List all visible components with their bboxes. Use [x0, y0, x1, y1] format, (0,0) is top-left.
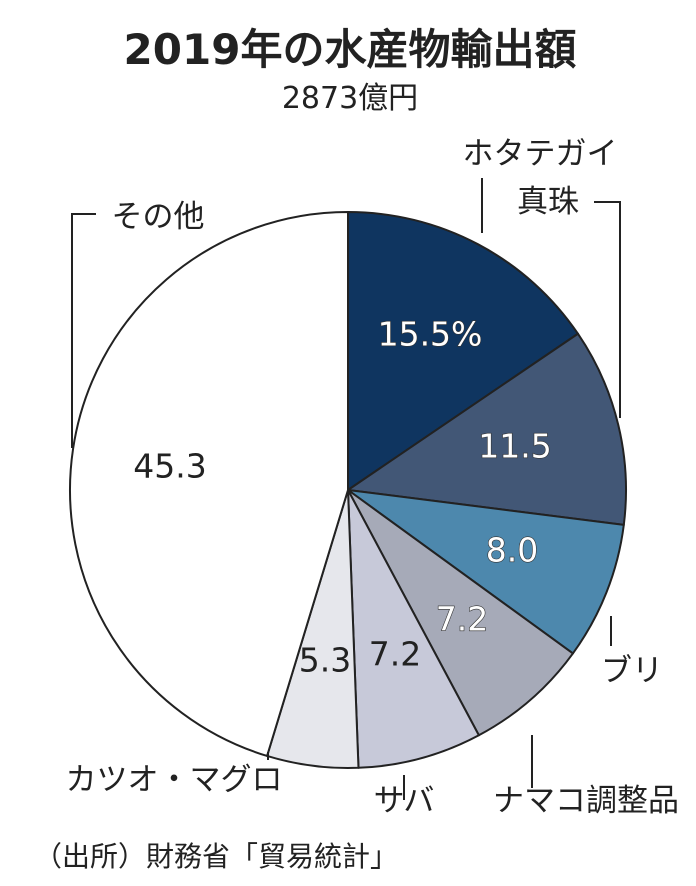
- slice-category-label: カツオ・マグロ: [66, 762, 283, 798]
- source-note: （出所）財務省「貿易統計」: [34, 840, 398, 873]
- slice-value-label: 15.5%: [378, 315, 483, 354]
- pie-slice: [347, 332, 627, 526]
- pie-slice: [347, 211, 579, 491]
- slice-value-label: 7.2: [369, 635, 421, 674]
- chart-subtitle: 2873億円: [282, 81, 418, 116]
- chart-title: 2019年の水産物輸出額: [124, 25, 577, 74]
- slice-category-label: ホタテガイ: [463, 136, 618, 172]
- pie-slice: [347, 489, 480, 769]
- slice-category-label: ブリ: [601, 653, 663, 689]
- slice-category-label: サバ: [374, 783, 435, 819]
- pie-slice: [347, 489, 625, 655]
- slice-value-label: 8.0: [486, 531, 538, 570]
- slice-value-label: 7.2: [436, 600, 488, 639]
- leader-lines: [71, 178, 621, 800]
- leader-line: [594, 201, 621, 418]
- slice-category-label: ナマコ調整品: [493, 783, 679, 819]
- pie-slice: [347, 489, 574, 737]
- value-labels: 15.5% 11.5 8.0 7.2 7.2 5.3 45.3: [133, 314, 552, 680]
- leader-line: [71, 213, 96, 448]
- slice-value-label: 5.3: [299, 641, 351, 680]
- slice-value-label: 11.5: [478, 427, 551, 466]
- pie-slice: [69, 211, 349, 757]
- slice-value-label: 45.3: [133, 447, 206, 486]
- slice-category-label: その他: [112, 199, 205, 235]
- pie-slices: [69, 211, 627, 769]
- slice-category-label: 真珠: [517, 184, 579, 220]
